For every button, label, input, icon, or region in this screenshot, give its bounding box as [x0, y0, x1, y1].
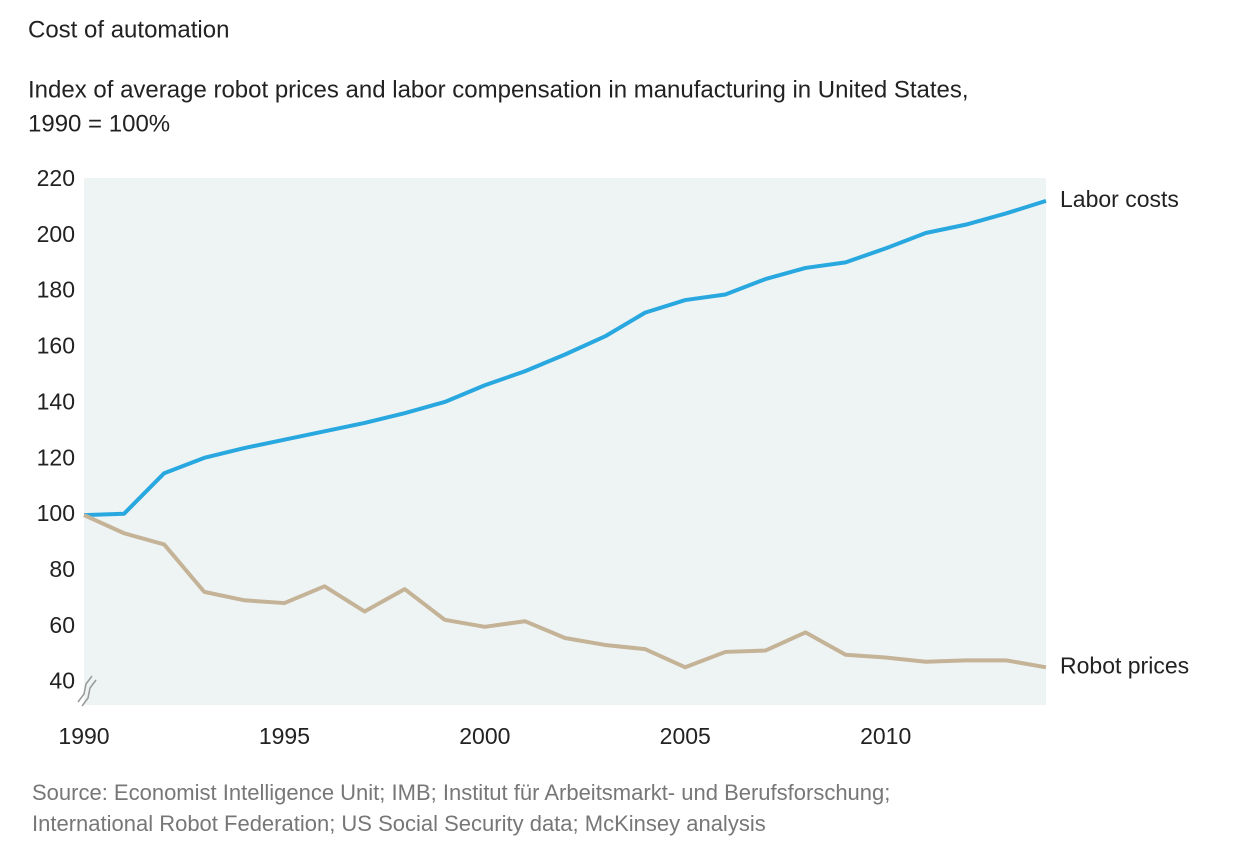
- y-tick-label: 140: [37, 388, 75, 414]
- source-note: International Robot Federation; US Socia…: [32, 811, 766, 836]
- x-tick-label: 2000: [459, 723, 510, 749]
- x-tick-label: 1995: [259, 723, 310, 749]
- y-tick-label: 80: [49, 556, 75, 582]
- series-line: [83, 198, 1047, 518]
- y-tick-label: 60: [49, 612, 75, 638]
- x-tick-label: 2010: [860, 723, 911, 749]
- series-label: Labor costs: [1060, 186, 1179, 212]
- y-tick-label: 220: [37, 165, 75, 191]
- x-tick-label: 2005: [660, 723, 711, 749]
- plot-area: [84, 178, 1046, 705]
- y-tick-label: 180: [37, 277, 75, 303]
- chart-title: Cost of automation: [28, 16, 229, 43]
- series-line: [83, 513, 1047, 670]
- chart-subtitle: Index of average robot prices and labor …: [28, 76, 969, 103]
- series-label: Robot prices: [1060, 652, 1189, 678]
- y-tick-label: 160: [37, 333, 75, 359]
- source-note: Source: Economist Intelligence Unit; IMB…: [32, 780, 890, 805]
- y-tick-label: 100: [37, 500, 75, 526]
- y-tick-label: 200: [37, 221, 75, 247]
- chart-subtitle: 1990 = 100%: [28, 110, 170, 137]
- axis-break: [77, 675, 97, 707]
- x-tick-label: 1990: [58, 723, 109, 749]
- y-tick-label: 120: [37, 444, 75, 470]
- y-tick-label: 40: [49, 668, 75, 694]
